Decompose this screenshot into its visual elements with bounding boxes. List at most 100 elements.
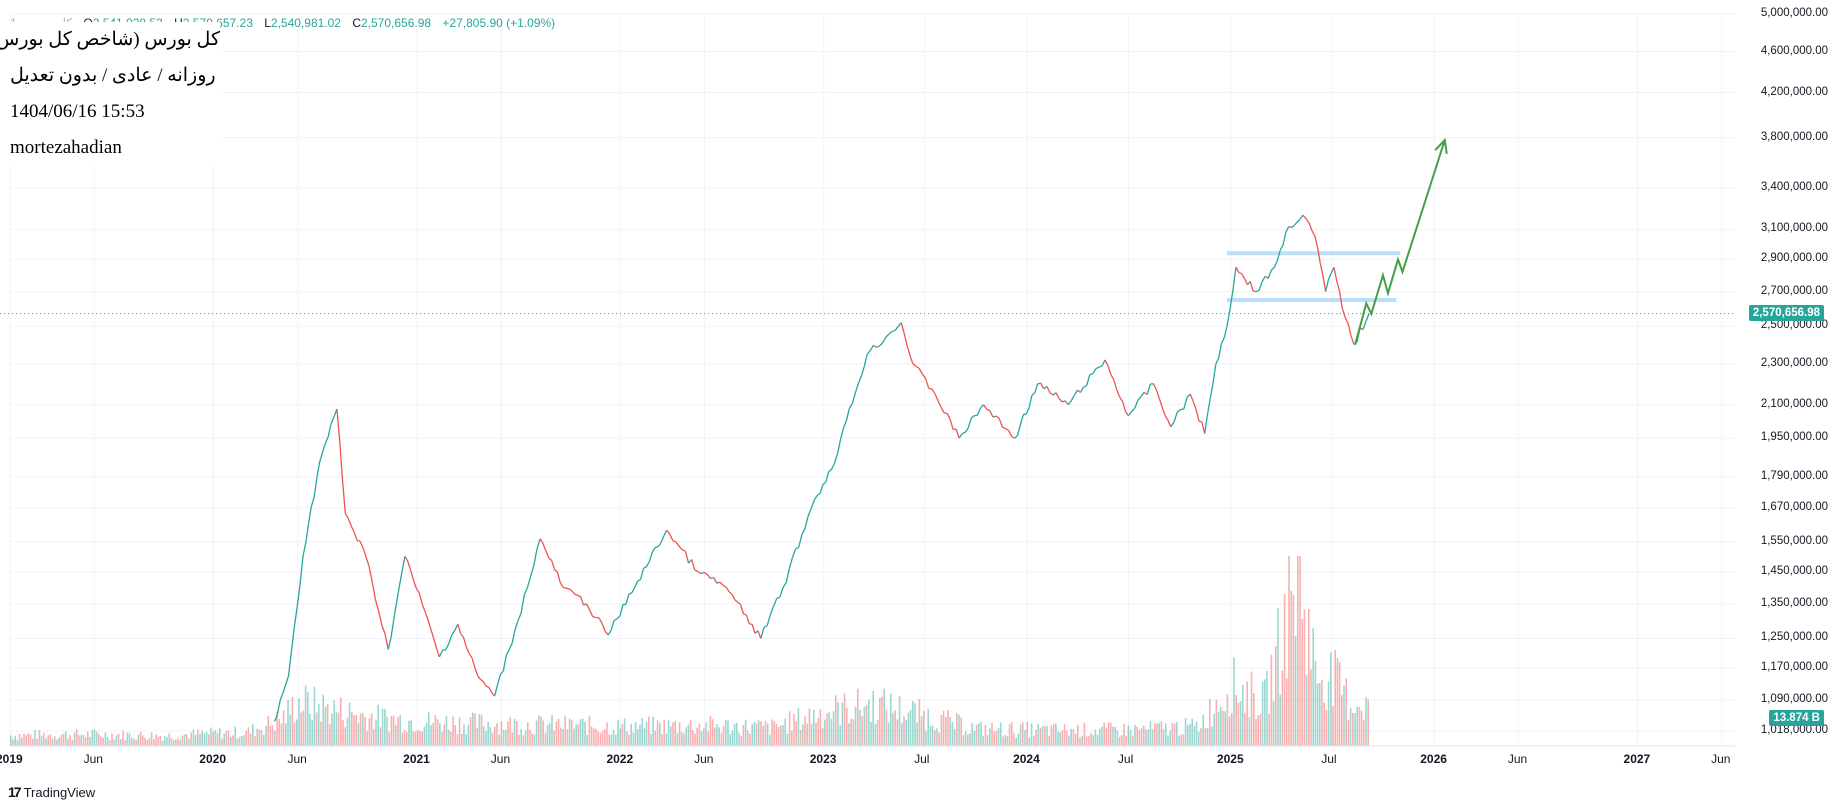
price-segment	[751, 624, 756, 634]
volume-bar	[450, 731, 452, 746]
price-segment	[955, 428, 960, 439]
volume-bar	[1191, 718, 1193, 746]
volume-bar	[1222, 711, 1224, 746]
price-segment	[980, 404, 985, 409]
price-segment	[822, 481, 827, 486]
volume-bar	[65, 731, 67, 746]
volume-bar	[1006, 735, 1009, 746]
volume-bar	[269, 725, 272, 746]
price-segment	[1173, 411, 1178, 423]
price-segment	[307, 506, 312, 524]
price-segment	[1218, 343, 1223, 359]
volume-bar	[60, 734, 63, 746]
price-segment	[1170, 421, 1175, 428]
price-segment	[1011, 436, 1016, 439]
price-segment	[828, 468, 832, 473]
volume-bar	[1154, 723, 1156, 746]
volume-bar	[1134, 724, 1136, 746]
volume-bar	[1002, 736, 1004, 746]
price-segment	[359, 540, 364, 548]
price-segment	[279, 692, 284, 701]
price-segment	[356, 539, 361, 542]
volume-bar	[1090, 733, 1092, 746]
x-tick-label: Jun	[83, 752, 103, 766]
volume-bar	[1299, 556, 1301, 746]
volume-bar	[1140, 727, 1143, 746]
volume-bar	[753, 721, 756, 746]
x-tick-label: 2026	[1420, 752, 1447, 766]
price-segment	[967, 417, 972, 429]
price-segment	[1127, 411, 1133, 417]
volume-bar	[1081, 735, 1083, 746]
price-segment	[1073, 389, 1079, 396]
volume-bar	[562, 729, 564, 746]
price-segment	[734, 599, 739, 603]
price-segment	[474, 667, 479, 677]
price-segment	[1206, 398, 1211, 415]
price-segment	[1317, 247, 1321, 264]
volume-bar	[322, 694, 324, 746]
volume-bar	[381, 708, 384, 746]
y-tick-label: 2,700,000.00	[1760, 284, 1828, 297]
volume-bar	[560, 727, 562, 746]
price-segment	[845, 408, 851, 421]
tradingview-logo[interactable]: 17 TradingView	[8, 784, 95, 800]
volume-bar	[628, 734, 630, 746]
volume-bar	[1336, 658, 1339, 746]
volume-bar	[201, 730, 203, 746]
volume-bar	[1198, 731, 1200, 746]
volume-bar	[461, 733, 463, 746]
price-segment	[430, 628, 435, 639]
volume-bar	[714, 727, 716, 746]
volume-bar	[518, 734, 520, 746]
volume-bar	[236, 738, 239, 746]
price-segment	[533, 548, 538, 566]
volume-bar	[56, 739, 58, 746]
price-segment	[1014, 434, 1019, 439]
volume-bar	[43, 732, 45, 746]
price-segment	[574, 593, 578, 597]
volume-bar	[612, 729, 615, 746]
volume-bar	[780, 725, 782, 746]
volume-bar	[40, 735, 43, 746]
volume-bar	[1147, 729, 1149, 746]
volume-bar	[582, 718, 584, 746]
volume-bar	[956, 713, 958, 746]
price-segment	[1258, 281, 1263, 291]
volume-bar	[980, 721, 982, 746]
price-segment	[410, 570, 415, 581]
volume-bar	[795, 721, 797, 746]
price-segment	[1113, 379, 1118, 391]
volume-bar	[652, 716, 654, 746]
volume-bar	[252, 724, 254, 746]
volume-bar	[320, 721, 322, 746]
volume-bar	[1068, 735, 1070, 746]
price-segment	[353, 532, 358, 541]
volume-bar	[568, 718, 571, 746]
volume-bar	[870, 721, 872, 746]
price-segment	[1061, 400, 1066, 403]
volume-bar	[1211, 726, 1213, 746]
price-segment	[1110, 374, 1115, 380]
volume-bar	[1231, 713, 1233, 746]
volume-bar	[1312, 628, 1314, 746]
volume-bar	[764, 720, 767, 746]
price-segment	[480, 679, 484, 683]
volume-bar	[720, 732, 723, 746]
volume-bar	[362, 713, 364, 746]
volume-bar	[245, 731, 247, 746]
volume-bar	[1347, 719, 1350, 746]
volume-bar	[984, 724, 987, 746]
volume-bar	[729, 734, 731, 746]
volume-bar	[170, 737, 173, 746]
price-segment	[1146, 383, 1151, 395]
x-tick-label: 2024	[1013, 752, 1040, 766]
price-segment	[791, 548, 797, 558]
volume-bar	[804, 716, 806, 746]
price-segment	[548, 557, 553, 562]
volume-bar	[166, 737, 168, 746]
volume-bar	[1063, 724, 1066, 746]
volume-bar	[1074, 733, 1077, 746]
price-segment	[477, 675, 482, 680]
